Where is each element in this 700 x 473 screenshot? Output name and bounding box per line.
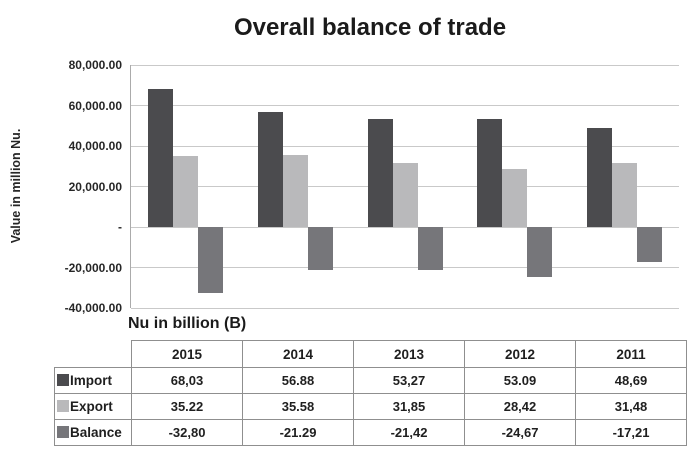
- data-table: 2015 2014 2013 2012 2011 Import 68,03 56.88 53,2…: [54, 340, 687, 446]
- table-corner-cell: [55, 341, 132, 368]
- year-header-2014: 2014: [242, 340, 354, 368]
- y-tick-label: -40,000.00: [64, 301, 122, 315]
- y-tick-label: 80,000.00: [68, 58, 122, 72]
- bar-import-2013: [367, 119, 393, 227]
- gridline: [131, 105, 679, 106]
- bar-export-2013: [392, 162, 418, 227]
- gridline: [131, 145, 679, 147]
- bar-balance-2015: [198, 227, 224, 294]
- export-legend-swatch-icon: [57, 400, 69, 412]
- cell-import-2015: 68,03: [131, 367, 243, 394]
- row-label-cell-balance: Balance: [54, 419, 132, 446]
- cell-import-2013: 53,27: [353, 367, 465, 394]
- table-row-export: Export 35.22 35.58 31,85 28,42 31,48: [54, 393, 687, 420]
- plot-area: [130, 64, 679, 309]
- cell-import-2011: 48,69: [575, 367, 687, 394]
- cell-export-2012: 28,42: [464, 393, 576, 420]
- y-tick-label: -20,000.00: [64, 260, 122, 275]
- bar-balance-2011: [636, 227, 662, 262]
- cell-import-2012: 53.09: [464, 367, 576, 394]
- bar-import-2011: [586, 128, 612, 227]
- row-label-cell-export: Export: [54, 393, 132, 420]
- gridline: [131, 307, 679, 309]
- y-tick-label: 20,000.00: [68, 179, 122, 194]
- table-caption: Nu in billion (B): [128, 315, 247, 332]
- year-header-2013: 2013: [353, 340, 465, 368]
- table-row-import: Import 68,03 56.88 53,27 53.09 48,69: [54, 367, 687, 394]
- bar-import-2012: [477, 119, 503, 227]
- table-row-balance: Balance -32,80 -21.29 -21,42 -24,67 -17,21: [54, 419, 687, 446]
- import-legend-swatch-icon: [57, 374, 69, 386]
- year-header-2011: 2011: [575, 340, 687, 368]
- gridline: [131, 226, 679, 228]
- cell-balance-2012: -24,67: [464, 419, 576, 446]
- row-label-balance: Balance: [70, 425, 122, 440]
- cell-balance-2015: -32,80: [131, 419, 243, 446]
- bar-balance-2014: [307, 227, 333, 271]
- bar-export-2014: [282, 154, 308, 227]
- table-header-row: 2015 2014 2013 2012 2011: [55, 340, 687, 368]
- row-label-export: Export: [70, 399, 113, 414]
- bar-export-2011: [611, 163, 637, 227]
- cell-export-2011: 31,48: [575, 393, 687, 420]
- bar-balance-2012: [527, 227, 553, 277]
- cell-export-2013: 31,85: [353, 393, 465, 420]
- year-header-2012: 2012: [464, 340, 576, 368]
- y-axis-ticks: 80,000.00 60,000.00 40,000.00 20,000.00 - -20…: [0, 58, 122, 315]
- y-tick-label: 40,000.00: [68, 139, 122, 153]
- y-tick-label: 60,000.00: [68, 98, 122, 113]
- gridline: [131, 64, 679, 66]
- y-tick-label: -: [118, 220, 122, 234]
- bar-import-2015: [148, 89, 174, 227]
- bar-import-2014: [257, 111, 283, 227]
- cell-balance-2013: -21,42: [353, 419, 465, 446]
- chart-title: Overall balance of trade: [233, 14, 507, 41]
- bar-export-2015: [173, 155, 199, 227]
- cell-balance-2014: -21.29: [242, 419, 354, 446]
- bar-export-2012: [502, 169, 528, 227]
- gridline: [131, 267, 679, 268]
- balance-legend-swatch-icon: [57, 426, 69, 438]
- cell-export-2014: 35.58: [242, 393, 354, 420]
- cell-balance-2011: -17,21: [575, 419, 687, 446]
- bar-balance-2013: [417, 227, 443, 271]
- cell-import-2014: 56.88: [242, 367, 354, 394]
- row-label-import: Import: [70, 373, 112, 388]
- cell-export-2015: 35.22: [131, 393, 243, 420]
- row-label-cell-import: Import: [54, 367, 132, 394]
- year-header-2015: 2015: [131, 340, 243, 368]
